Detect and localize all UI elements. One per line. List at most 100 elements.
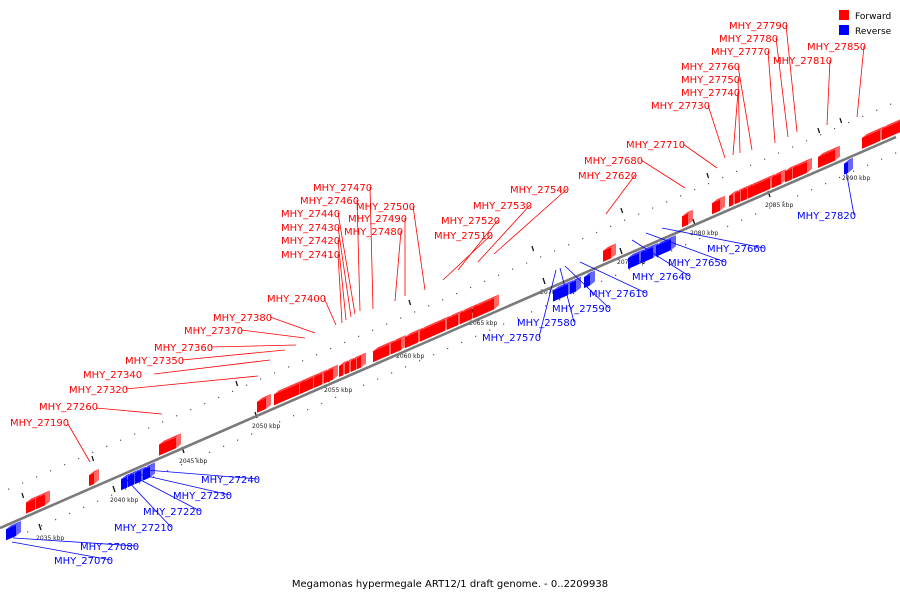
forward-gene-label[interactable]: MHY_27380 bbox=[213, 313, 272, 324]
forward-gene-label[interactable]: MHY_27370 bbox=[184, 326, 243, 337]
track-dot bbox=[246, 384, 248, 386]
reverse-gene-label[interactable]: MHY_27230 bbox=[173, 491, 232, 502]
forward-gene-label[interactable]: MHY_27770 bbox=[711, 47, 770, 58]
track-dot bbox=[195, 457, 197, 460]
forward-gene-label[interactable]: MHY_27410 bbox=[281, 250, 340, 261]
track-dot bbox=[78, 457, 80, 460]
leader-line bbox=[269, 316, 316, 334]
track-dot bbox=[223, 445, 225, 447]
reverse-gene-label[interactable]: MHY_27080 bbox=[80, 542, 139, 553]
forward-gene-label[interactable]: MHY_27430 bbox=[281, 223, 340, 234]
leader-line bbox=[125, 375, 259, 390]
leader-line bbox=[579, 261, 647, 294]
forward-gene-block bbox=[391, 335, 406, 355]
forward-gene-block bbox=[473, 294, 499, 319]
track-dot bbox=[148, 427, 150, 429]
track-dot bbox=[83, 506, 85, 508]
reverse-gene-label[interactable]: MHY_27240 bbox=[201, 475, 260, 486]
reverse-gene-label[interactable]: MHY_27640 bbox=[632, 272, 691, 283]
scale-tick-mark bbox=[619, 247, 623, 255]
reverse-gene-label[interactable]: MHY_27070 bbox=[54, 556, 113, 567]
track-dot bbox=[699, 237, 701, 240]
scale-tick-label: 2090 kbp bbox=[842, 175, 870, 182]
forward-gene-label[interactable]: MHY_27340 bbox=[83, 370, 142, 381]
forward-gene-label[interactable]: MHY_27510 bbox=[434, 231, 493, 242]
forward-gene-label[interactable]: MHY_27530 bbox=[473, 201, 532, 212]
forward-gene-label[interactable]: MHY_27360 bbox=[154, 343, 213, 354]
forward-gene-label[interactable]: MHY_27400 bbox=[267, 294, 326, 305]
leader-line bbox=[337, 212, 356, 315]
track-dot bbox=[13, 537, 15, 539]
legend-forward-swatch bbox=[839, 10, 849, 20]
forward-gene-label[interactable]: MHY_27490 bbox=[348, 214, 407, 225]
track-dot bbox=[568, 244, 570, 246]
forward-gene-label[interactable]: MHY_27730 bbox=[651, 101, 710, 112]
track-dot bbox=[377, 378, 379, 380]
track-dot bbox=[727, 225, 729, 227]
forward-gene-label[interactable]: MHY_27790 bbox=[729, 21, 788, 32]
track-dot bbox=[92, 451, 94, 454]
reverse-gene-label[interactable]: MHY_27210 bbox=[114, 523, 173, 534]
leader-line bbox=[732, 91, 739, 156]
reverse-gene-label[interactable]: MHY_27580 bbox=[517, 318, 576, 329]
leader-line bbox=[323, 297, 337, 326]
forward-gene-label[interactable]: MHY_27460 bbox=[300, 196, 359, 207]
track-dot bbox=[708, 183, 710, 185]
track-dot bbox=[685, 244, 687, 246]
reverse-gene-label[interactable]: MHY_27820 bbox=[797, 211, 856, 222]
forward-gene-label[interactable]: MHY_27750 bbox=[681, 75, 740, 86]
forward-gene-label[interactable]: MHY_27480 bbox=[344, 227, 403, 238]
track-dot bbox=[190, 409, 192, 411]
forward-gene-label[interactable]: MHY_27470 bbox=[313, 183, 372, 194]
forward-gene-label[interactable]: MHY_27780 bbox=[719, 34, 778, 45]
forward-gene-label[interactable]: MHY_27440 bbox=[281, 209, 340, 220]
track-dot bbox=[260, 378, 262, 380]
forward-gene-label[interactable]: MHY_27420 bbox=[281, 236, 340, 247]
forward-gene-label[interactable]: MHY_27520 bbox=[441, 216, 500, 227]
gene-marker bbox=[235, 380, 239, 387]
leader-line bbox=[181, 349, 286, 361]
track-dot bbox=[204, 402, 206, 405]
reverse-gene-label[interactable]: MHY_27590 bbox=[552, 304, 611, 315]
leader-line bbox=[11, 541, 112, 561]
forward-gene-block bbox=[36, 490, 50, 510]
forward-gene-label[interactable]: MHY_27680 bbox=[584, 156, 643, 167]
forward-gene-label[interactable]: MHY_27740 bbox=[681, 88, 740, 99]
reverse-gene-label[interactable]: MHY_27610 bbox=[589, 289, 648, 300]
leader-line bbox=[137, 473, 231, 496]
forward-gene-label[interactable]: MHY_27760 bbox=[681, 62, 740, 73]
forward-gene-label[interactable]: MHY_27320 bbox=[69, 385, 128, 396]
reverse-gene-label[interactable]: MHY_27220 bbox=[143, 507, 202, 518]
forward-gene-label[interactable]: MHY_27500 bbox=[356, 202, 415, 213]
reverse-gene-label[interactable]: MHY_27660 bbox=[707, 244, 766, 255]
forward-gene-label[interactable]: MHY_27260 bbox=[39, 402, 98, 413]
forward-gene-block bbox=[712, 195, 725, 215]
forward-gene-block bbox=[682, 209, 693, 228]
track-dot bbox=[293, 415, 295, 417]
track-dot bbox=[428, 305, 430, 307]
track-dot bbox=[526, 262, 528, 264]
track-dot bbox=[153, 476, 155, 478]
leader-line bbox=[707, 104, 726, 159]
track-dot bbox=[540, 256, 542, 258]
track-dot bbox=[335, 396, 337, 399]
gene-labels: MHY_27190 MHY_27260 MHY_27320 MHY_27340 MHY_… bbox=[10, 21, 866, 567]
forward-gene-label[interactable]: MHY_27540 bbox=[510, 185, 569, 196]
track-dot bbox=[237, 439, 239, 441]
reverse-gene-label[interactable]: MHY_27650 bbox=[668, 258, 727, 269]
forward-gene-label[interactable]: MHY_27710 bbox=[626, 140, 685, 151]
track-dot bbox=[596, 231, 598, 234]
forward-gene-label[interactable]: MHY_27620 bbox=[578, 171, 637, 182]
track-dot bbox=[36, 476, 38, 478]
track-dot bbox=[839, 176, 841, 179]
forward-gene-label[interactable]: MHY_27850 bbox=[807, 42, 866, 53]
reverse-gene-label[interactable]: MHY_27570 bbox=[482, 333, 541, 344]
forward-gene-label[interactable]: MHY_27190 bbox=[10, 418, 69, 429]
forward-gene-label[interactable]: MHY_27810 bbox=[773, 56, 832, 67]
reverse-gene-block bbox=[584, 270, 595, 289]
track-dot bbox=[624, 219, 626, 221]
track-dot bbox=[391, 372, 393, 374]
track-dot bbox=[876, 109, 878, 111]
forward-gene-label[interactable]: MHY_27350 bbox=[125, 356, 184, 367]
track-dot bbox=[97, 500, 99, 502]
